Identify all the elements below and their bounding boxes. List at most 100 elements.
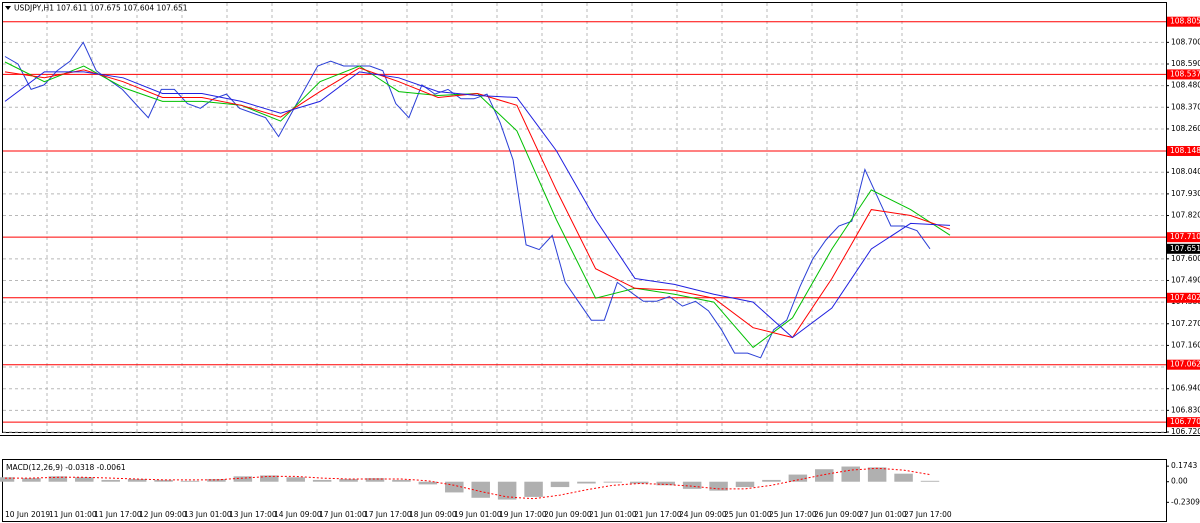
y-tick-label: 107.820 [1171,211,1200,220]
level-box [1167,69,1200,80]
price-label: 107.651 [1170,244,1200,253]
histogram-bar [418,481,438,485]
x-tick-label: 21 Jun 17:00 [634,510,682,519]
level-label: 107.402 [1170,293,1200,302]
histogram-bar [682,481,702,489]
y-tick-label: 107.160 [1171,340,1200,349]
histogram-bar [339,479,358,482]
x-tick-label: 21 Jun 01:00 [589,510,637,519]
histogram-bar [207,479,226,482]
histogram-bar [233,476,253,482]
histogram-bar [75,477,94,482]
histogram-bar [550,481,570,488]
histogram-bar [180,480,200,482]
x-tick-label: 25 Jun 17:00 [769,510,817,519]
level-label: 106.770 [1170,417,1200,426]
histogram-bar [392,479,411,482]
histogram-bar [445,481,464,493]
histogram-bar [22,478,41,482]
level-label: 107.062 [1170,360,1200,369]
x-tick-label: 19 Jun 01:00 [454,510,502,519]
histogram-bar [867,467,887,482]
histogram-bar [312,479,332,482]
level-label: 108.805 [1170,17,1200,26]
level-box [1167,417,1200,428]
y-tick-label: 106.720 [1171,427,1200,436]
histogram-bar [101,479,120,482]
series-line [4,71,951,339]
histogram-bar [365,478,385,482]
y-tick-label: 107.930 [1171,189,1200,198]
indicator-title: MACD(12,26,9) -0.0318 -0.0061 [6,463,126,472]
histogram-bar [0,477,15,482]
x-tick-label: 10 Jun 2019 [5,510,50,519]
x-tick-label: 14 Jun 09:00 [274,510,322,519]
x-tick-label: 24 Jun 09:00 [679,510,727,519]
histogram-bar [127,479,147,482]
histogram-bar [154,479,173,482]
histogram-bar [577,481,596,484]
x-tick-label: 13 Jun 01:00 [184,510,232,519]
histogram-bar [709,481,728,491]
histogram-bar [260,475,279,482]
level-label: 107.710 [1170,232,1200,241]
level-box [1167,292,1200,303]
y-tick-label: 107.600 [1171,254,1200,263]
price-box [1167,243,1200,254]
histogram-bar [920,480,940,482]
y-tick-label: 106.830 [1171,405,1200,414]
histogram-bar [603,481,623,483]
histogram-bar [841,466,860,482]
histogram-bar [48,476,68,482]
histogram-bar [497,481,517,500]
level-label: 108.148 [1170,146,1200,155]
y-tick-label: 0.1743 [1171,461,1197,470]
histogram-bar [815,469,834,482]
main-panel [2,2,1167,433]
x-tick-label: 20 Jun 09:00 [544,510,592,519]
x-tick-label: 11 Jun 01:00 [49,510,97,519]
x-tick-label: 17 Jun 01:00 [319,510,367,519]
macd-panel [2,459,1167,522]
histogram-bar [630,481,649,484]
histogram-bar [471,481,490,498]
y-tick-label: 108.700 [1171,37,1200,46]
y-tick-label: 0.00 [1171,477,1188,486]
x-tick-label: 27 Jun 17:00 [904,510,952,519]
level-label: 108.537 [1170,69,1200,78]
x-tick-label: 25 Jun 01:00 [724,510,772,519]
histogram-bar [788,474,808,482]
x-tick-label: 26 Jun 09:00 [814,510,862,519]
histogram-bar [735,481,755,488]
level-box [1167,145,1200,156]
y-tick-label: 108.040 [1171,167,1200,176]
y-tick-label: 108.260 [1171,124,1200,133]
x-tick-label: 27 Jun 01:00 [859,510,907,519]
histogram-bar [762,479,781,482]
level-box [1167,16,1200,27]
y-tick-label: -0.2309 [1171,497,1200,506]
series-line [4,41,931,359]
x-tick-label: 12 Jun 09:00 [139,510,187,519]
menu-arrow[interactable] [5,6,11,10]
x-tick-label: 13 Jun 17:00 [229,510,277,519]
histogram-bar [656,481,675,486]
histogram-bar [524,481,543,497]
x-tick-label: 18 Jun 09:00 [409,510,457,519]
histogram-bar [286,477,305,482]
y-tick-label: 108.590 [1171,59,1200,68]
histogram-bar [894,473,913,482]
y-tick-label: 106.940 [1171,384,1200,393]
x-tick-label: 11 Jun 17:00 [94,510,142,519]
level-box [1167,232,1200,243]
y-tick-label: 108.480 [1171,81,1200,90]
y-tick-label: 107.270 [1171,319,1200,328]
x-tick-label: 19 Jun 17:00 [499,510,547,519]
x-tick-label: 17 Jun 17:00 [364,510,412,519]
y-tick-label: 107.490 [1171,275,1200,284]
chart-title: USDJPY,H1 107.611 107.675 107.604 107.65… [14,4,188,13]
level-box [1167,359,1200,370]
y-tick-label: 108.370 [1171,102,1200,111]
